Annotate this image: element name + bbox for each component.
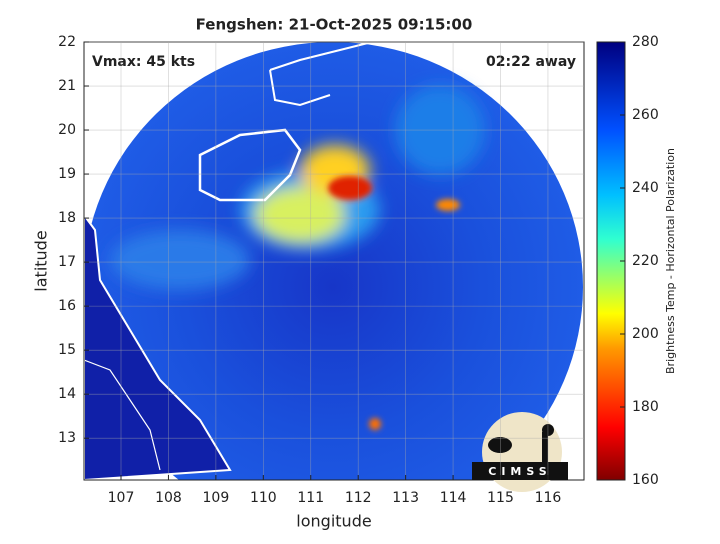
border	[84, 359, 161, 471]
x-tick-label: 115	[487, 490, 514, 506]
x-axis-label: longitude	[296, 512, 371, 531]
chart-title: Fengshen: 21-Oct-2025 09:15:00	[196, 16, 473, 34]
colorbar-tick-label: 240	[632, 180, 659, 196]
colorbar-tick-label: 280	[632, 34, 659, 50]
coastline	[198, 128, 302, 202]
logo-text: CIMSS	[488, 465, 551, 478]
x-tick-label: 108	[155, 490, 182, 506]
x-tick-label: 112	[345, 490, 372, 506]
x-tick-label: 116	[535, 490, 562, 506]
x-tick-label: 114	[440, 490, 467, 506]
y-tick-label: 17	[58, 254, 76, 270]
colorbar-tick-label: 260	[632, 107, 659, 123]
x-tick-label: 111	[297, 490, 324, 506]
y-tick-label: 18	[58, 210, 76, 226]
swath-image	[84, 42, 583, 480]
y-tick-label: 16	[58, 298, 76, 314]
y-tick-label: 22	[58, 34, 76, 50]
colorbar-tick-label: 180	[632, 399, 659, 415]
annotation: Vmax: 45 kts	[92, 54, 195, 70]
y-tick-label: 19	[58, 166, 76, 182]
coastline	[269, 42, 377, 107]
y-axis-label: latitude	[32, 230, 51, 291]
x-tick-label: 109	[203, 490, 230, 506]
y-tick-label: 14	[58, 386, 76, 402]
logo: CIMSS	[472, 412, 568, 492]
x-tick-label: 107	[108, 490, 135, 506]
colorbar-tick-label: 220	[632, 253, 659, 269]
colorbar-tick-label: 160	[632, 472, 659, 488]
y-tick-label: 15	[58, 342, 76, 358]
x-tick-label: 113	[392, 490, 419, 506]
coastline	[84, 213, 232, 480]
y-tick-label: 21	[58, 78, 76, 94]
annotation: 02:22 away	[486, 54, 576, 70]
x-tick-label: 110	[250, 490, 277, 506]
y-tick-label: 20	[58, 122, 76, 138]
colorbar-tick-label: 200	[632, 326, 659, 342]
y-tick-label: 13	[58, 430, 76, 446]
colorbar-label: Brightness Temp - Horizontal Polarizatio…	[664, 148, 677, 374]
